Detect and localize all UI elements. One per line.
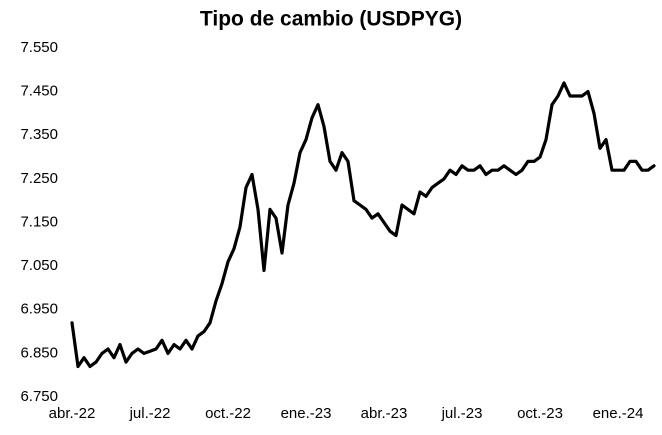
data-line [70, 81, 656, 369]
y-tick-label: 6.750 [20, 388, 58, 405]
y-tick-label: 7.350 [20, 126, 58, 143]
x-tick-label: ene.-24 [593, 405, 644, 422]
y-tick-label: 7.250 [20, 170, 58, 187]
x-tick-label: jul.-22 [129, 405, 171, 422]
y-tick-label: 7.050 [20, 257, 58, 274]
y-tick-label: 6.850 [20, 344, 58, 361]
y-tick-label: 7.450 [20, 83, 58, 100]
x-tick-label: ene.-23 [281, 405, 332, 422]
x-tick-label: abr.-23 [361, 405, 408, 422]
y-tick-label: 7.150 [20, 213, 58, 230]
x-tick-label: jul.-23 [441, 405, 483, 422]
x-tick-label: oct.-23 [517, 405, 563, 422]
y-tick-label: 7.550 [20, 39, 58, 56]
y-tick-label: 6.950 [20, 301, 58, 318]
x-tick-label: abr.-22 [49, 405, 96, 422]
chart-title: Tipo de cambio (USDPYG) [200, 8, 462, 31]
x-tick-label: oct.-22 [205, 405, 251, 422]
